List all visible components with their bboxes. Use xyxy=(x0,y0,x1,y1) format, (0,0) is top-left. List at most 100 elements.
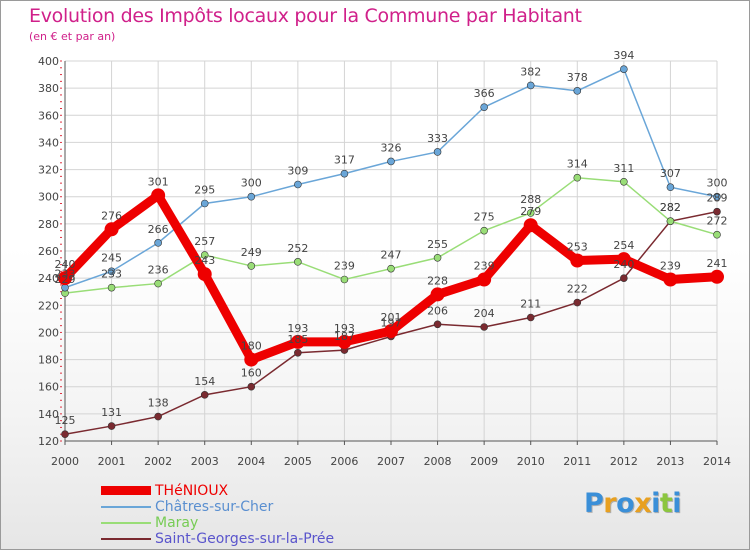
data-label-maray: 252 xyxy=(287,242,308,255)
data-label-maray: 257 xyxy=(194,235,215,248)
point-ch-tres-sur-cher[interactable] xyxy=(154,239,162,247)
data-label-saint-georges-sur-la-pr-e: 211 xyxy=(520,298,541,311)
data-label-th-nioux: 201 xyxy=(381,311,402,324)
point-th-nioux[interactable] xyxy=(151,188,166,203)
point-saint-georges-sur-la-pr-e[interactable] xyxy=(247,382,256,391)
point-ch-tres-sur-cher[interactable] xyxy=(340,169,349,178)
point-th-nioux[interactable] xyxy=(710,269,724,284)
point-th-nioux[interactable] xyxy=(197,267,212,282)
x-tick-label: 2011 xyxy=(563,455,591,468)
point-saint-georges-sur-la-pr-e[interactable] xyxy=(154,412,162,421)
y-tick-label: 400 xyxy=(38,55,59,68)
point-saint-georges-sur-la-pr-e[interactable] xyxy=(61,430,69,439)
point-maray[interactable] xyxy=(340,275,349,284)
point-th-nioux[interactable] xyxy=(570,253,585,268)
point-ch-tres-sur-cher[interactable] xyxy=(526,81,535,90)
point-ch-tres-sur-cher[interactable] xyxy=(387,157,395,166)
point-saint-georges-sur-la-pr-e[interactable] xyxy=(107,422,116,430)
point-ch-tres-sur-cher[interactable] xyxy=(433,148,442,156)
point-maray[interactable] xyxy=(294,258,302,266)
point-maray[interactable] xyxy=(387,264,395,273)
point-th-nioux[interactable] xyxy=(104,222,119,237)
legend-item-chatres-sur-cher[interactable]: Châtres-sur-Cher xyxy=(101,499,401,515)
point-ch-tres-sur-cher[interactable] xyxy=(247,192,256,201)
point-th-nioux[interactable] xyxy=(616,252,631,267)
x-tick-label: 2006 xyxy=(330,455,358,468)
legend-item-maray[interactable]: Maray xyxy=(101,515,401,531)
x-tick-label: 2005 xyxy=(284,455,312,468)
point-th-nioux[interactable] xyxy=(58,271,72,286)
data-label-maray: 272 xyxy=(707,215,728,228)
point-saint-georges-sur-la-pr-e[interactable] xyxy=(713,207,721,216)
point-saint-georges-sur-la-pr-e[interactable] xyxy=(480,323,488,331)
point-maray[interactable] xyxy=(107,283,116,292)
point-maray[interactable] xyxy=(713,230,721,239)
point-maray[interactable] xyxy=(154,279,162,288)
point-th-nioux[interactable] xyxy=(290,334,305,349)
point-ch-tres-sur-cher[interactable] xyxy=(573,87,582,95)
legend-item-saint-georges-sur-la-pree[interactable]: Saint-Georges-sur-la-Prée xyxy=(101,531,401,547)
data-label-ch-tres-sur-cher: 326 xyxy=(381,141,402,154)
data-label-ch-tres-sur-cher: 307 xyxy=(660,167,681,180)
point-ch-tres-sur-cher[interactable] xyxy=(666,183,675,192)
y-tick-label: 340 xyxy=(38,136,59,149)
point-saint-georges-sur-la-pr-e[interactable] xyxy=(573,298,582,307)
point-th-nioux[interactable] xyxy=(337,334,352,349)
point-ch-tres-sur-cher[interactable] xyxy=(480,103,488,111)
data-label-saint-georges-sur-la-pr-e: 240 xyxy=(613,258,634,271)
data-label-ch-tres-sur-cher: 333 xyxy=(427,132,448,145)
point-ch-tres-sur-cher[interactable] xyxy=(200,199,209,208)
data-label-ch-tres-sur-cher: 245 xyxy=(101,251,122,264)
point-ch-tres-sur-cher[interactable] xyxy=(107,267,116,276)
point-maray[interactable] xyxy=(480,226,488,235)
point-saint-georges-sur-la-pr-e[interactable] xyxy=(294,348,302,357)
data-label-saint-georges-sur-la-pr-e: 289 xyxy=(707,192,728,205)
data-label-th-nioux: 180 xyxy=(241,340,262,353)
point-saint-georges-sur-la-pr-e[interactable] xyxy=(620,274,628,282)
point-ch-tres-sur-cher[interactable] xyxy=(294,180,302,189)
legend-swatch-chatres-sur-cher xyxy=(101,506,151,508)
point-maray[interactable] xyxy=(433,253,442,262)
y-tick-label: 280 xyxy=(38,218,59,231)
point-th-nioux[interactable] xyxy=(384,324,398,339)
data-label-maray: 311 xyxy=(613,162,634,175)
x-tick-label: 2010 xyxy=(517,455,545,468)
point-th-nioux[interactable] xyxy=(523,218,538,233)
data-label-saint-georges-sur-la-pr-e: 206 xyxy=(427,304,448,317)
legend-label-saint-georges-sur-la-pree: Saint-Georges-sur-la-Prée xyxy=(155,531,335,547)
x-tick-label: 2014 xyxy=(703,455,731,468)
data-label-th-nioux: 243 xyxy=(194,254,215,267)
data-label-th-nioux: 254 xyxy=(613,239,634,252)
data-labels: 233 245 266 295 300 309 317 326 333 366 382 378 394 3… xyxy=(55,49,728,427)
data-label-maray: 236 xyxy=(148,264,169,277)
data-label-maray: 249 xyxy=(241,246,262,259)
point-maray[interactable] xyxy=(620,177,628,186)
point-ch-tres-sur-cher[interactable] xyxy=(713,192,721,201)
x-tick-label: 2008 xyxy=(424,455,452,468)
point-maray[interactable] xyxy=(666,217,675,225)
y-tick-label: 200 xyxy=(38,326,59,339)
point-maray[interactable] xyxy=(200,251,209,259)
x-tick-label: 2003 xyxy=(191,455,219,468)
data-label-saint-georges-sur-la-pr-e: 131 xyxy=(101,406,122,419)
data-label-ch-tres-sur-cher: 382 xyxy=(520,65,541,78)
point-th-nioux[interactable] xyxy=(430,287,445,302)
data-label-saint-georges-sur-la-pr-e: 187 xyxy=(334,330,355,343)
point-saint-georges-sur-la-pr-e[interactable] xyxy=(200,391,209,399)
point-maray[interactable] xyxy=(247,262,256,270)
legend-item-thenioux[interactable]: THéNIOUX xyxy=(101,483,401,499)
data-label-maray: 247 xyxy=(381,249,402,262)
point-maray[interactable] xyxy=(573,173,582,182)
point-maray[interactable] xyxy=(526,209,535,217)
y-tick-label: 220 xyxy=(38,299,59,312)
point-th-nioux[interactable] xyxy=(477,272,492,287)
point-ch-tres-sur-cher[interactable] xyxy=(620,65,628,73)
point-saint-georges-sur-la-pr-e[interactable] xyxy=(526,313,535,322)
y-tick-label: 120 xyxy=(38,435,59,448)
point-th-nioux[interactable] xyxy=(244,352,259,367)
point-th-nioux[interactable] xyxy=(663,272,678,287)
data-label-maray: 288 xyxy=(520,193,541,206)
point-saint-georges-sur-la-pr-e[interactable] xyxy=(433,320,442,329)
